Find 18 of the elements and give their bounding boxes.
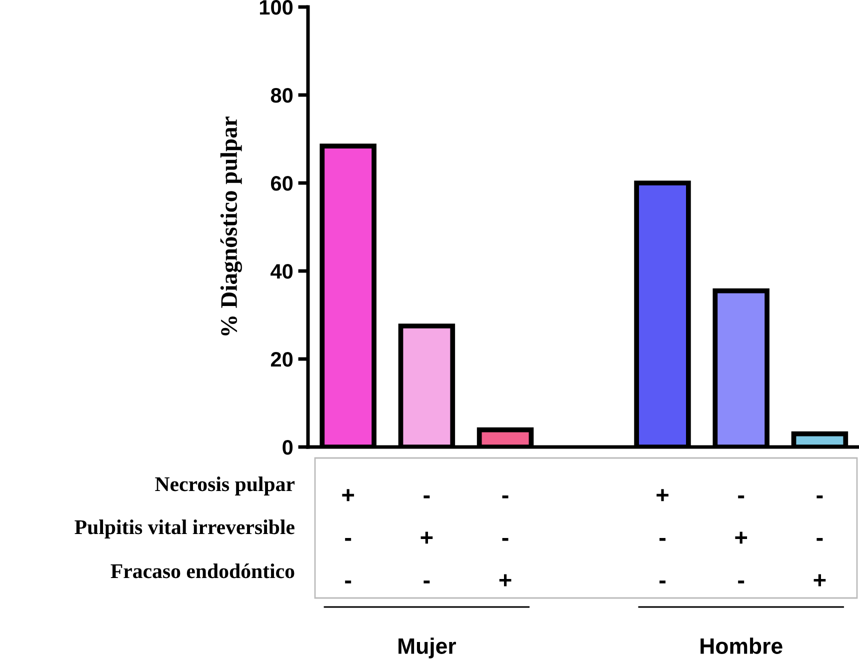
y-tick-label: 60 [271, 176, 293, 191]
category-label: - - + [814, 495, 826, 586]
category-label: - + - [420, 495, 433, 584]
text: Pulpitis vital irreversible [74, 520, 294, 538]
category-label: - - + [499, 495, 512, 586]
text: Mujer [398, 638, 456, 658]
text: Fracaso endodóntico [110, 564, 294, 578]
text: Hombre [700, 638, 782, 654]
text: Necrosis pulpar [155, 476, 295, 496]
y-tick-label: 0 [282, 440, 293, 455]
y-axis-title: % Diagnóstico pulpar [220, 116, 242, 336]
y-tick-label: 40 [270, 264, 293, 279]
category-label: + - - [342, 489, 354, 584]
y-tick-label: 100 [260, 0, 293, 15]
y-tick-label: 20 [270, 352, 293, 367]
category-label: - + - [735, 495, 748, 584]
y-tick-label: 80 [270, 88, 293, 103]
category-label: + - - [656, 489, 668, 584]
